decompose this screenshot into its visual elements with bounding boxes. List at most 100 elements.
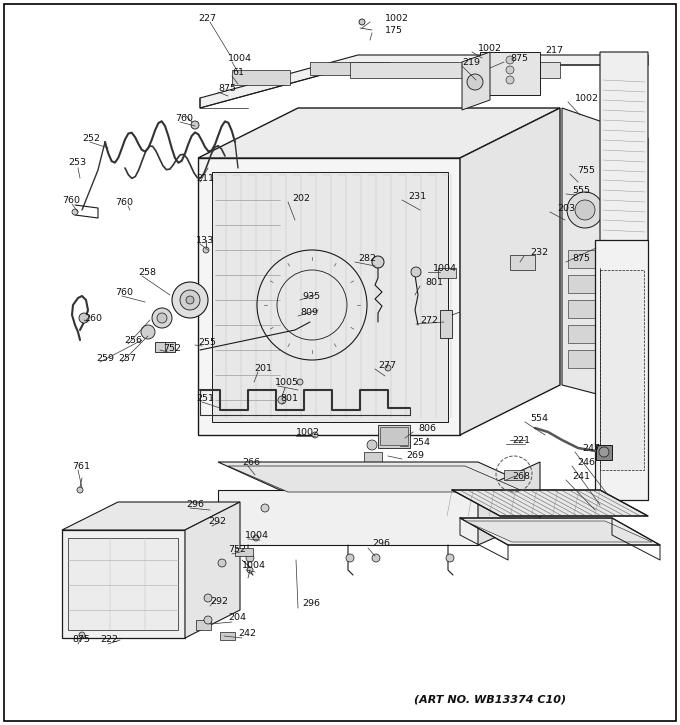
Circle shape — [141, 325, 155, 339]
Bar — [380, 427, 408, 445]
Text: 1005: 1005 — [275, 378, 299, 386]
Text: 269: 269 — [406, 450, 424, 460]
Text: 266: 266 — [242, 457, 260, 466]
Bar — [568, 300, 608, 318]
Text: 175: 175 — [385, 25, 403, 35]
Text: 755: 755 — [577, 165, 595, 175]
Text: 221: 221 — [512, 436, 530, 444]
Text: 282: 282 — [358, 254, 376, 262]
Circle shape — [180, 290, 200, 310]
Circle shape — [247, 567, 253, 573]
Text: 259: 259 — [96, 354, 114, 362]
Bar — [196, 620, 211, 630]
Text: 875: 875 — [218, 83, 236, 93]
Circle shape — [567, 192, 603, 228]
Text: 257: 257 — [118, 354, 136, 362]
Bar — [235, 548, 253, 556]
Text: 801: 801 — [425, 278, 443, 286]
Circle shape — [204, 616, 212, 624]
Text: 555: 555 — [572, 186, 590, 194]
Text: 760: 760 — [115, 197, 133, 207]
Text: (ART NO. WB13374 C10): (ART NO. WB13374 C10) — [414, 695, 566, 705]
Text: 253: 253 — [68, 157, 86, 167]
Bar — [440, 310, 452, 338]
Text: 935: 935 — [302, 291, 320, 300]
Circle shape — [599, 447, 609, 457]
Text: 1004: 1004 — [228, 54, 252, 62]
Text: 272: 272 — [420, 315, 438, 325]
Circle shape — [385, 365, 391, 371]
Text: 231: 231 — [408, 191, 426, 201]
Polygon shape — [198, 108, 560, 158]
Text: 254: 254 — [412, 437, 430, 447]
Circle shape — [79, 313, 89, 323]
Circle shape — [372, 256, 384, 268]
Circle shape — [172, 282, 208, 318]
Text: 203: 203 — [557, 204, 575, 212]
Circle shape — [72, 209, 78, 215]
Polygon shape — [62, 530, 185, 638]
Text: 296: 296 — [372, 539, 390, 549]
Text: 246: 246 — [577, 457, 595, 466]
Text: 752: 752 — [163, 344, 181, 352]
Text: 752: 752 — [228, 545, 246, 555]
Text: 760: 760 — [175, 114, 193, 123]
Text: 247: 247 — [582, 444, 600, 452]
Text: 277: 277 — [378, 360, 396, 370]
Polygon shape — [460, 518, 660, 545]
Polygon shape — [310, 62, 390, 75]
Circle shape — [157, 313, 167, 323]
Bar — [220, 632, 235, 640]
Polygon shape — [465, 521, 652, 542]
Circle shape — [346, 554, 354, 562]
Text: 760: 760 — [62, 196, 80, 204]
Text: 1004: 1004 — [245, 531, 269, 539]
Text: 554: 554 — [530, 413, 548, 423]
Bar — [568, 350, 608, 368]
Circle shape — [467, 74, 483, 90]
Text: 1002: 1002 — [296, 428, 320, 436]
Text: 296: 296 — [302, 600, 320, 608]
Circle shape — [297, 379, 303, 385]
Text: 204: 204 — [228, 613, 246, 623]
Bar — [438, 268, 456, 278]
Circle shape — [186, 296, 194, 304]
Text: 251: 251 — [196, 394, 214, 402]
Text: 292: 292 — [210, 597, 228, 607]
Bar — [510, 255, 535, 270]
Text: 256: 256 — [124, 336, 142, 344]
Bar — [504, 470, 524, 480]
Text: 268: 268 — [512, 471, 530, 481]
Circle shape — [79, 632, 85, 638]
Circle shape — [253, 535, 259, 541]
Text: 255: 255 — [198, 338, 216, 347]
Circle shape — [446, 554, 454, 562]
Polygon shape — [68, 538, 178, 630]
Text: 809: 809 — [300, 307, 318, 317]
Text: 801: 801 — [280, 394, 298, 402]
Circle shape — [261, 504, 269, 512]
Circle shape — [218, 559, 226, 567]
Text: 61: 61 — [232, 67, 244, 77]
Text: 241: 241 — [572, 471, 590, 481]
Circle shape — [278, 396, 286, 404]
Polygon shape — [378, 425, 410, 448]
Text: 217: 217 — [545, 46, 563, 54]
Circle shape — [77, 487, 83, 493]
Polygon shape — [198, 158, 460, 435]
Circle shape — [246, 554, 254, 562]
Circle shape — [506, 66, 514, 74]
Polygon shape — [596, 445, 612, 460]
Polygon shape — [218, 462, 540, 490]
Text: 875: 875 — [572, 254, 590, 262]
Circle shape — [191, 121, 199, 129]
Polygon shape — [460, 108, 560, 435]
Polygon shape — [478, 462, 540, 545]
Text: 875: 875 — [72, 636, 90, 645]
Text: 219: 219 — [462, 57, 480, 67]
Text: 1002: 1002 — [385, 14, 409, 22]
Polygon shape — [480, 52, 540, 95]
Text: 806: 806 — [418, 423, 436, 433]
Polygon shape — [622, 128, 648, 398]
Text: 296: 296 — [186, 500, 204, 508]
